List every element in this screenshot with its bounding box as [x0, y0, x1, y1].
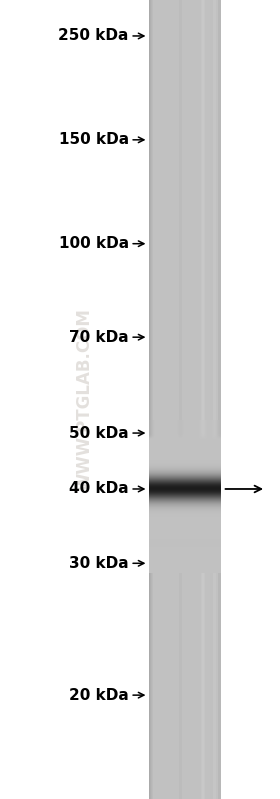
Text: 50 kDa: 50 kDa — [69, 426, 129, 440]
Text: 70 kDa: 70 kDa — [69, 330, 129, 344]
Text: WWW.PTGLAB.COM: WWW.PTGLAB.COM — [75, 308, 93, 491]
Text: 250 kDa: 250 kDa — [59, 29, 129, 43]
Text: 100 kDa: 100 kDa — [59, 237, 129, 251]
Text: 20 kDa: 20 kDa — [69, 688, 129, 702]
Text: 40 kDa: 40 kDa — [69, 482, 129, 496]
Text: 150 kDa: 150 kDa — [59, 133, 129, 147]
Text: 30 kDa: 30 kDa — [69, 556, 129, 570]
